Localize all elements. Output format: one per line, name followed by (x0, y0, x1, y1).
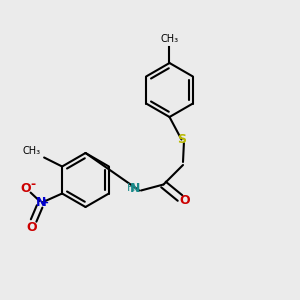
Text: H: H (127, 183, 136, 193)
Text: CH₃: CH₃ (23, 146, 41, 156)
Text: N: N (130, 182, 140, 195)
Text: S: S (177, 133, 186, 146)
Text: O: O (27, 220, 38, 234)
Text: O: O (21, 182, 32, 195)
Text: +: + (41, 197, 49, 208)
Text: N: N (36, 196, 46, 209)
Text: -: - (31, 178, 36, 191)
Text: CH₃: CH₃ (160, 34, 178, 44)
Text: O: O (179, 194, 190, 207)
